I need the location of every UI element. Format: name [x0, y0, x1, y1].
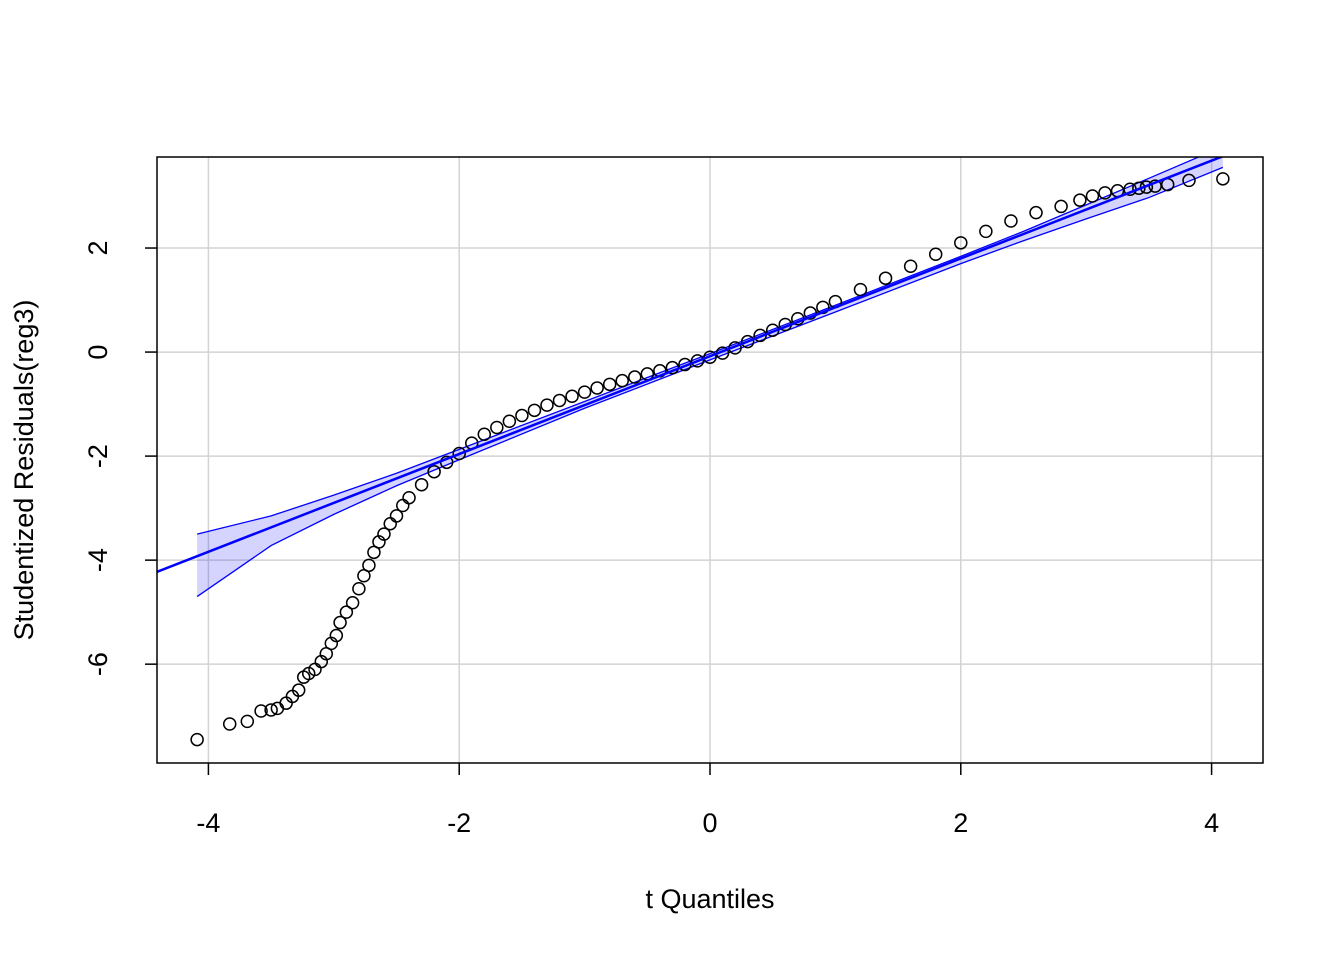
data-point	[628, 370, 642, 384]
data-point	[565, 389, 579, 404]
data-point	[254, 704, 268, 718]
x-tick-label: 2	[953, 808, 968, 838]
data-point	[279, 696, 293, 710]
data-point	[389, 509, 404, 523]
x-axis-label: t Quantiles	[645, 884, 774, 914]
band-edge	[196, 157, 1201, 535]
data-point	[264, 703, 278, 717]
x-tick-label: 0	[702, 808, 717, 838]
data-point	[1029, 205, 1043, 220]
data-point	[803, 306, 818, 320]
data-point	[903, 259, 918, 273]
data-point	[427, 464, 441, 479]
data-point	[690, 354, 705, 368]
data-point	[552, 393, 567, 408]
data-point	[240, 714, 255, 729]
data-point	[502, 414, 517, 428]
data-point	[540, 398, 554, 412]
data-point	[878, 271, 893, 285]
y-tick-label: -2	[83, 444, 113, 468]
data-point	[222, 717, 237, 731]
plot-area	[157, 157, 1230, 747]
data-point	[339, 605, 354, 619]
x-tick-label: 4	[1204, 808, 1219, 838]
data-point	[1098, 186, 1112, 200]
band-edge	[196, 166, 1224, 598]
reference-line	[157, 157, 1225, 574]
data-point	[329, 628, 344, 643]
data-point	[333, 615, 347, 630]
data-point	[490, 420, 504, 435]
data-point	[1073, 193, 1087, 207]
confidence-band	[197, 157, 1223, 597]
data-point	[1132, 181, 1146, 195]
data-point	[396, 498, 410, 513]
data-point	[452, 446, 466, 461]
x-tick-label: -4	[196, 808, 220, 838]
data-point	[190, 732, 204, 747]
data-point	[515, 408, 529, 423]
y-tick-label: 2	[83, 241, 113, 256]
data-point	[853, 282, 868, 297]
x-tick-label: -2	[447, 808, 471, 838]
data-point	[577, 385, 592, 399]
data-point	[1054, 199, 1068, 214]
data-point	[414, 477, 429, 492]
y-tick-label: -4	[83, 548, 113, 572]
data-point	[979, 224, 993, 239]
data-point	[740, 334, 755, 349]
data-point	[362, 558, 376, 573]
data-point	[352, 581, 366, 596]
data-point	[477, 427, 492, 442]
y-tick-label: 0	[83, 345, 113, 360]
data-point	[1182, 173, 1196, 188]
data-point	[1216, 172, 1230, 186]
data-point	[377, 527, 391, 541]
axes: -4 -2 0 2 4 -6 -4 -2 0 2	[83, 241, 1219, 839]
data-point	[590, 381, 604, 395]
data-point	[602, 377, 617, 392]
data-point	[345, 596, 360, 610]
data-point	[1085, 189, 1100, 203]
y-axis-label: Studentized Residuals(reg3)	[9, 300, 39, 641]
data-point	[1004, 214, 1018, 228]
data-point	[291, 683, 306, 697]
data-point	[615, 373, 629, 388]
data-point	[383, 516, 397, 531]
data-point	[928, 247, 943, 262]
data-point	[527, 403, 542, 418]
data-point	[954, 236, 968, 250]
grid	[157, 157, 1263, 763]
y-tick-label: -6	[83, 652, 113, 676]
data-point	[402, 490, 416, 505]
